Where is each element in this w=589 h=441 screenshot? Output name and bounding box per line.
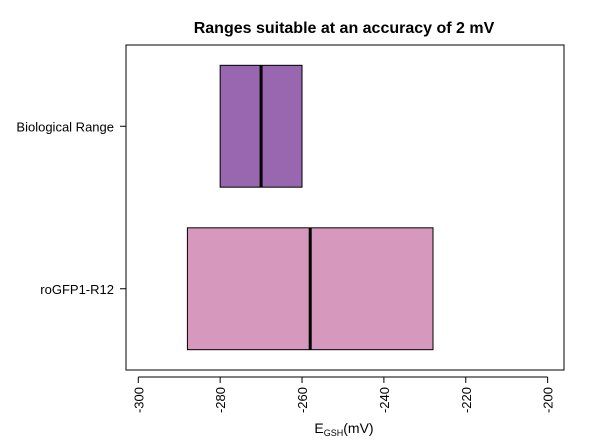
x-tick-label: -300 bbox=[131, 387, 146, 413]
box-layer bbox=[186, 64, 434, 351]
x-tick-label: -200 bbox=[541, 387, 556, 413]
chart-title: Ranges suitable at an accuracy of 2 mV bbox=[194, 20, 495, 37]
plot-frame bbox=[125, 44, 565, 371]
x-tick-label: -260 bbox=[295, 387, 310, 413]
category-labels: Biological Range roGFP1-R12 bbox=[16, 119, 126, 297]
x-tick-label: -240 bbox=[377, 387, 392, 413]
x-axis-title: EGSH(mV) bbox=[314, 420, 373, 438]
x-axis: -300 -280 -260 -240 -220 -200 bbox=[131, 376, 556, 413]
x-axis-title-main: E bbox=[314, 420, 323, 436]
x-axis-title-suffix: (mV) bbox=[343, 420, 373, 436]
x-axis-title-subscript: GSH bbox=[324, 428, 344, 438]
x-tick-label: -220 bbox=[459, 387, 474, 413]
category-label-rogfp1-r12: roGFP1-R12 bbox=[40, 282, 114, 297]
x-tick-label: -280 bbox=[213, 387, 228, 413]
category-label-biological-range: Biological Range bbox=[16, 119, 114, 134]
